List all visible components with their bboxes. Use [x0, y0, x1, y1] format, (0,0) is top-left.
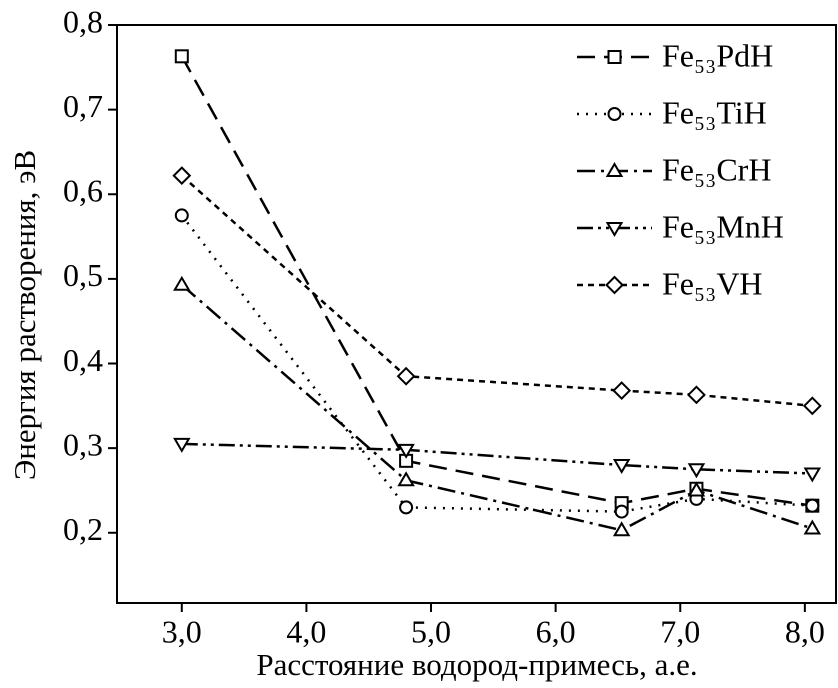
plot-frame [116, 24, 837, 604]
marker [397, 443, 415, 459]
y-tick-label: 0,5 [63, 257, 103, 293]
legend-marker [605, 275, 624, 295]
marker [687, 385, 706, 405]
legend-marker [607, 50, 622, 64]
marker [687, 481, 706, 497]
marker [612, 521, 631, 537]
marker [174, 208, 189, 223]
x-tick-label: 5,0 [411, 613, 451, 649]
legend-marker [605, 222, 624, 237]
marker [397, 471, 415, 487]
x-tick-label: 8,0 [785, 613, 825, 649]
marker [399, 500, 414, 515]
x-tick-label: 3,0 [162, 613, 202, 649]
x-tick-label: 7,0 [660, 613, 700, 649]
x-axis-title: Расстояние водород-примесь, а.е. [256, 647, 697, 682]
marker [802, 396, 822, 416]
series-line [181, 442, 813, 475]
marker [172, 166, 192, 186]
y-tick-label: 0,3 [63, 426, 103, 462]
y-tick-label: 0,6 [63, 173, 103, 209]
y-tick-label: 0,2 [63, 511, 103, 547]
series-line [180, 283, 813, 532]
y-tick-label: 0,8 [63, 3, 103, 39]
legend-text: Fe₅₃TiH [662, 94, 767, 130]
legend-text: Fe₅₃MnH [662, 208, 784, 244]
y-tick-label: 0,7 [63, 88, 103, 124]
marker [612, 381, 632, 401]
marker [805, 498, 820, 513]
legend-marker [607, 107, 622, 121]
x-tick-label: 6,0 [536, 613, 576, 649]
legend-text: Fe₅₃CrH [662, 151, 771, 187]
marker [803, 467, 822, 483]
x-tick-label: 4,0 [286, 613, 326, 649]
legend-text: Fe₅₃VH [662, 265, 763, 301]
marker [687, 463, 706, 479]
marker [614, 504, 629, 519]
legend-marker [605, 162, 624, 177]
marker [173, 437, 191, 453]
y-tick-label: 0,4 [63, 342, 103, 378]
marker [174, 49, 189, 64]
legend-text: Fe₅₃PdH [662, 37, 773, 73]
marker [173, 275, 191, 291]
y-axis-title: Энергия растворения, эВ [7, 150, 42, 480]
marker [803, 519, 822, 535]
series-line [180, 174, 813, 408]
marker [612, 459, 631, 475]
marker [396, 366, 416, 386]
